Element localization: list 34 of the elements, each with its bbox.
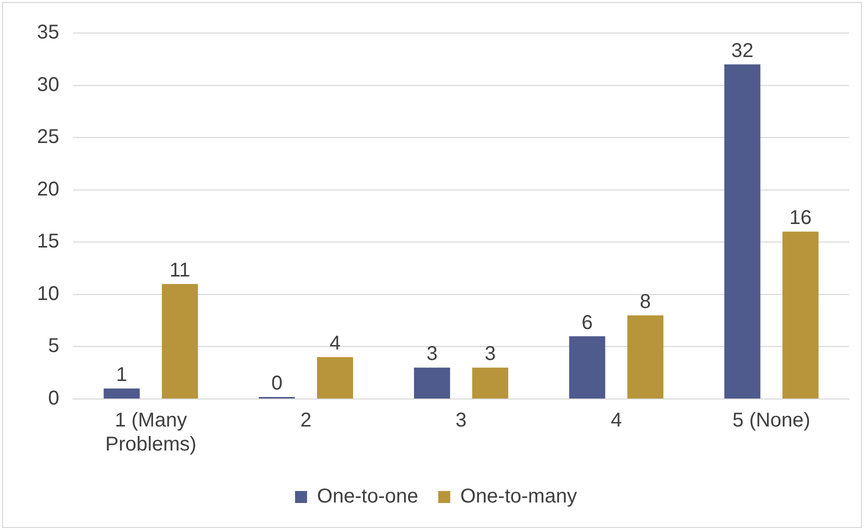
data-label: 8 bbox=[640, 290, 651, 313]
bar bbox=[414, 368, 450, 398]
bar bbox=[317, 357, 354, 398]
x-tick-label: 1 (Many Problems) bbox=[105, 410, 196, 456]
data-label: 3 bbox=[426, 343, 438, 366]
data-label: 0 bbox=[271, 372, 282, 395]
legend-label: One-to-many bbox=[460, 486, 577, 508]
data-label: 16 bbox=[789, 207, 812, 230]
data-label: 3 bbox=[484, 343, 496, 366]
data-label: 32 bbox=[731, 40, 754, 62]
legend-label: One-to-one bbox=[317, 486, 418, 508]
y-tick-label: 5 bbox=[48, 335, 60, 358]
bar bbox=[782, 232, 819, 398]
bar bbox=[472, 368, 508, 398]
x-tick-label: 2 bbox=[300, 410, 312, 432]
data-label: 1 bbox=[116, 364, 128, 386]
y-tick-label: 10 bbox=[36, 282, 60, 305]
bar bbox=[104, 388, 140, 398]
x-tick-label: 3 bbox=[456, 410, 467, 432]
data-label: 11 bbox=[170, 259, 190, 282]
bar bbox=[724, 64, 760, 398]
x-tick-label: 5 (None) bbox=[732, 410, 810, 432]
x-tick-label: 4 bbox=[610, 410, 622, 432]
y-tick-label: 35 bbox=[36, 22, 60, 44]
y-tick-label: 30 bbox=[36, 74, 60, 96]
y-tick-label: 20 bbox=[36, 178, 60, 200]
data-label: 4 bbox=[330, 332, 341, 355]
y-tick-label: 25 bbox=[36, 126, 60, 148]
bar bbox=[569, 336, 606, 398]
y-tick-label: 0 bbox=[48, 388, 60, 410]
y-tick-label: 15 bbox=[36, 230, 60, 253]
data-label: 6 bbox=[582, 312, 593, 334]
bar bbox=[162, 284, 198, 398]
bar bbox=[627, 315, 664, 398]
